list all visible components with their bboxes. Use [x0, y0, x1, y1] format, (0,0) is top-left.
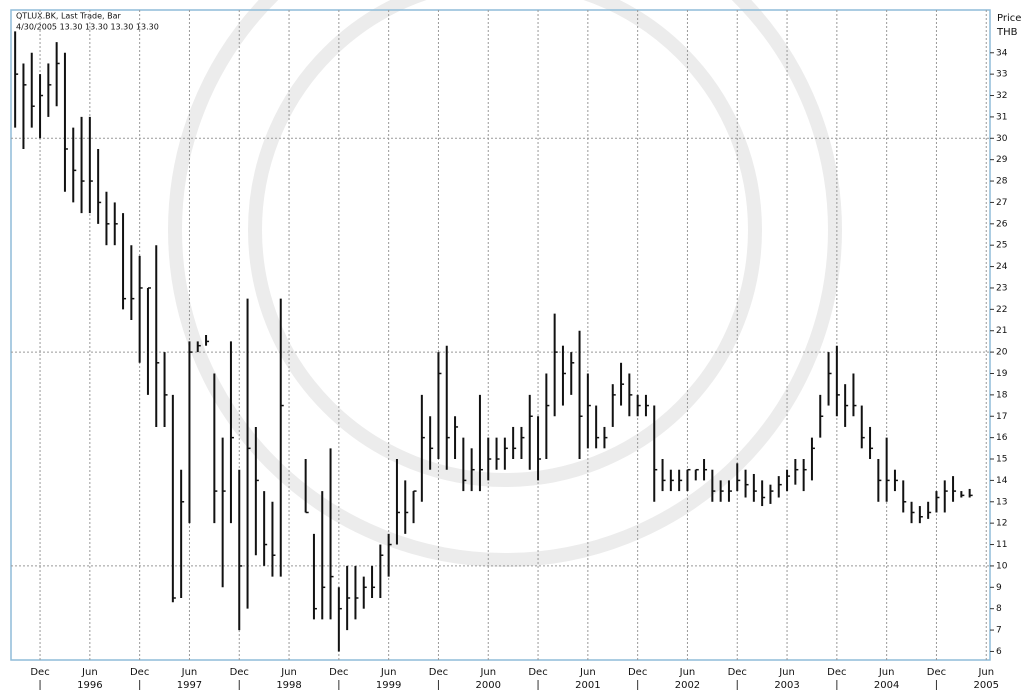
y-axis-unit: THB	[996, 27, 1018, 38]
year-label: 1999	[376, 680, 401, 691]
y-tick-label: 19	[996, 369, 1008, 379]
y-tick-label: 33	[996, 70, 1007, 80]
year-label: 2003	[774, 680, 799, 691]
watermark	[168, 0, 842, 567]
y-tick-label: 32	[996, 91, 1007, 101]
y-tick-label: 30	[996, 134, 1008, 144]
year-label: 1998	[276, 680, 301, 691]
x-tick-label: Jun	[778, 667, 795, 678]
x-tick-label: Dec	[429, 667, 448, 678]
y-tick-label: 16	[996, 433, 1008, 443]
year-label: 2000	[476, 680, 501, 691]
y-tick-label: 21	[996, 326, 1007, 336]
y-tick-label: 24	[996, 262, 1008, 272]
x-tick-label: Jun	[81, 667, 98, 678]
y-tick-label: 10	[996, 561, 1008, 571]
year-label: 1997	[177, 680, 202, 691]
chart-title: QTLUX.BK, Last Trade, Bar	[16, 12, 122, 21]
x-tick-label: Dec	[130, 667, 149, 678]
x-tick-label: Dec	[827, 667, 846, 678]
y-tick-label: 34	[996, 48, 1008, 58]
year-label: 2001	[575, 680, 600, 691]
x-tick-label: Jun	[380, 667, 397, 678]
y-tick-label: 14	[996, 476, 1008, 486]
y-tick-label: 28	[996, 177, 1008, 187]
y-tick-label: 22	[996, 305, 1007, 315]
x-tick-label: Dec	[230, 667, 249, 678]
x-tick-label: Jun	[479, 667, 496, 678]
year-label: 1996	[77, 680, 102, 691]
x-tick-label: Jun	[679, 667, 696, 678]
y-tick-label: 8	[996, 604, 1002, 614]
chart-subtitle: 4/30/2005 13.30 13.30 13.30 13.30	[16, 23, 159, 32]
x-tick-label: Dec	[628, 667, 647, 678]
x-tick-label: Jun	[878, 667, 895, 678]
y-tick-label: 13	[996, 497, 1007, 507]
plot-frame	[10, 9, 991, 661]
y-tick-label: 29	[996, 155, 1008, 165]
x-tick-label: Jun	[181, 667, 198, 678]
x-tick-label: Jun	[280, 667, 297, 678]
y-tick-label: 7	[996, 626, 1002, 636]
y-tick-label: 26	[996, 219, 1008, 229]
y-tick-label: 18	[996, 390, 1008, 400]
y-tick-label: 23	[996, 283, 1007, 293]
y-tick-label: 12	[996, 519, 1007, 529]
y-tick-label: 27	[996, 198, 1007, 208]
y-axis-label: Price	[997, 13, 1021, 24]
y-tick-label: 25	[996, 241, 1007, 251]
x-tick-label: Dec	[30, 667, 49, 678]
x-tick-label: Jun	[977, 667, 994, 678]
y-tick-label: 6	[996, 647, 1002, 657]
year-label: 2004	[874, 680, 899, 691]
y-tick-label: 11	[996, 540, 1007, 550]
y-tick-label: 20	[996, 348, 1008, 358]
x-tick-label: Dec	[927, 667, 946, 678]
x-tick-label: Jun	[579, 667, 596, 678]
y-tick-label: 15	[996, 455, 1007, 465]
x-tick-label: Dec	[528, 667, 547, 678]
year-label: 2005	[974, 680, 999, 691]
y-tick-label: 17	[996, 412, 1007, 422]
y-tick-label: 31	[996, 112, 1007, 122]
y-tick-label: 9	[996, 583, 1002, 593]
year-label: 2002	[675, 680, 700, 691]
x-tick-label: Dec	[728, 667, 747, 678]
x-tick-label: Dec	[329, 667, 348, 678]
